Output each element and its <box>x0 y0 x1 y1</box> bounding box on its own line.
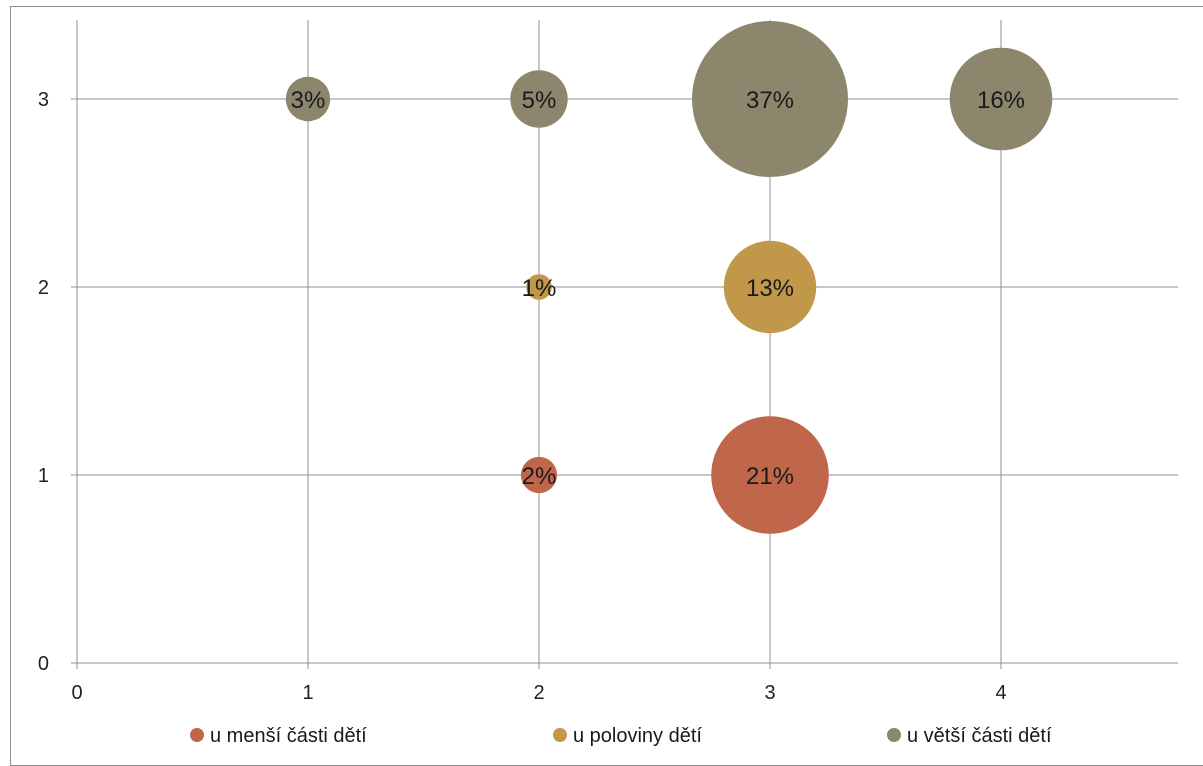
bubble <box>723 240 817 334</box>
bubble-data-label: 3% <box>291 87 326 114</box>
bubble-data-label: 5% <box>522 87 557 114</box>
bubble <box>520 456 558 494</box>
bubble-data-label: 37% <box>746 87 794 114</box>
y-tick-label: 2 <box>38 277 49 299</box>
axes: 0 1 2 3 4 0 1 2 3 <box>38 20 1178 704</box>
y-tick-label: 1 <box>38 465 49 487</box>
legend-label: u poloviny dětí <box>573 725 702 747</box>
bubble <box>526 274 552 300</box>
x-tick-label: 0 <box>71 682 82 704</box>
bubble-data-label: 13% <box>746 275 794 302</box>
legend-item: u větší části dětí <box>887 725 1052 747</box>
y-tick-label: 3 <box>38 89 49 111</box>
x-tick-label: 2 <box>533 682 544 704</box>
legend-item: u menší části dětí <box>190 725 367 747</box>
bubble-data-label: 16% <box>977 87 1025 114</box>
bubble-data-label: 21% <box>746 463 794 490</box>
x-tick-label: 4 <box>995 682 1006 704</box>
legend-item: u poloviny dětí <box>553 725 702 747</box>
x-tick-label: 3 <box>764 682 775 704</box>
legend-marker <box>887 728 901 742</box>
bubbles <box>285 21 1053 534</box>
bubble <box>510 70 568 128</box>
x-tick-label: 1 <box>302 682 313 704</box>
legend: u menší části dětí u poloviny dětí u větší… <box>190 725 1052 747</box>
bubble <box>285 76 331 122</box>
y-tick-label: 0 <box>38 653 49 675</box>
legend-marker <box>553 728 567 742</box>
legend-label: u menší části dětí <box>210 725 367 747</box>
bubble <box>692 21 848 177</box>
bubble-data-label: 1% <box>522 275 557 302</box>
legend-marker <box>190 728 204 742</box>
bubble-labels: 2% 21% 1% 13% 3% 5% 37% 16% <box>291 87 1025 490</box>
bubble <box>949 47 1053 151</box>
legend-label: u větší části dětí <box>907 725 1052 747</box>
bubble-data-label: 2% <box>522 463 557 490</box>
bubble <box>711 416 829 534</box>
